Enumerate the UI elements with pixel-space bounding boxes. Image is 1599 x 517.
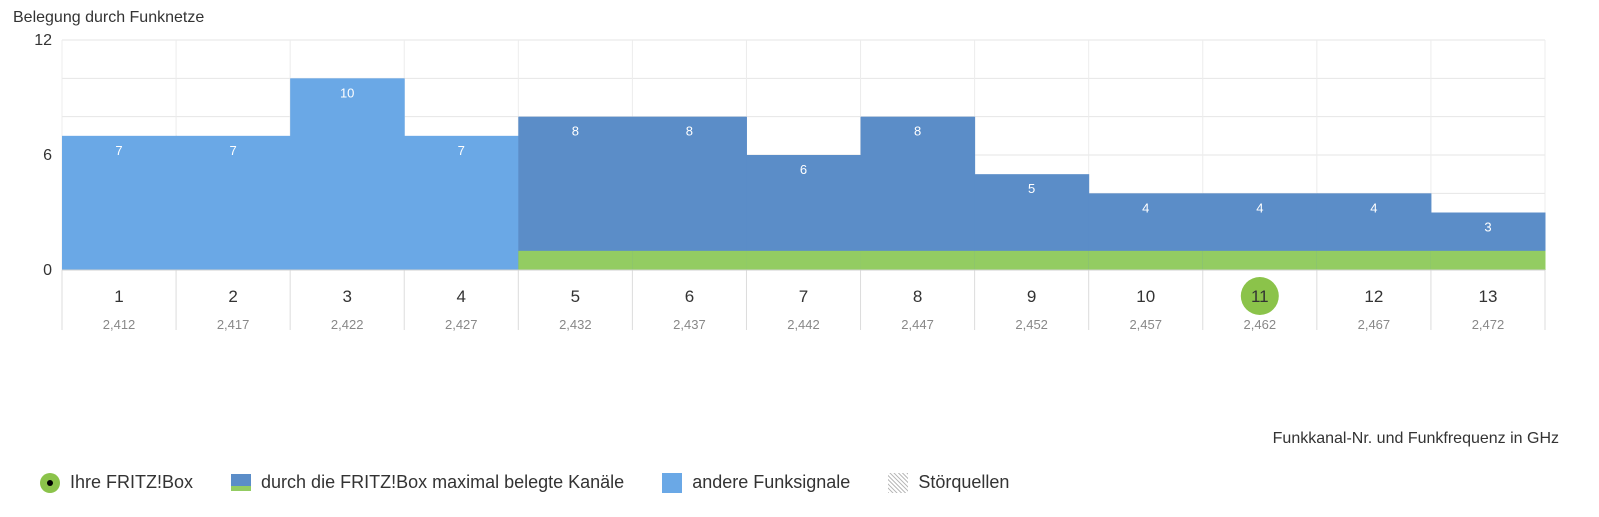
x-tick-label: 9: [1027, 287, 1036, 306]
data-label: 4: [1256, 200, 1263, 215]
data-label: 7: [458, 143, 465, 158]
bar-channel-5: [518, 116, 633, 271]
frequency-label: 2,437: [673, 317, 706, 332]
data-label: 4: [1142, 200, 1149, 215]
legend-label-interference: Störquellen: [918, 472, 1010, 492]
frequency-label: 2,442: [787, 317, 820, 332]
legend-label-other-signals: andere Funksignale: [692, 472, 851, 492]
other-signals-swatch-icon: [662, 472, 683, 493]
frequency-label: 2,417: [217, 317, 250, 332]
x-axis-title: Funkkanal-Nr. und Funkfrequenz in GHz: [1272, 430, 1559, 447]
x-tick-label: 13: [1479, 287, 1498, 306]
data-label: 5: [1028, 181, 1035, 196]
legend-label-fritzbox: Ihre FRITZ!Box: [70, 472, 194, 492]
x-tick-label: 1: [114, 287, 123, 306]
frequency-label: 2,447: [901, 317, 934, 332]
fritzbox-band-channel-12: [1316, 250, 1432, 270]
fritzbox-band-channel-13: [1430, 250, 1546, 270]
data-label: 8: [914, 124, 921, 139]
data-label: 8: [686, 124, 693, 139]
interference-swatch-icon: [888, 472, 909, 493]
fritzbox-band-channel-7: [746, 250, 862, 270]
x-tick-label: 6: [685, 287, 694, 306]
bar-channel-2: [176, 135, 291, 270]
fritzbox-band-channel-11: [1202, 250, 1318, 270]
legend-label-max-channels: durch die FRITZ!Box maximal belegte Kanä…: [261, 472, 625, 492]
bar-channel-8: [860, 116, 976, 271]
bar-channel-6: [632, 116, 747, 271]
frequency-label: 2,427: [445, 317, 478, 332]
legend-item-fritzbox: Ihre FRITZ!Box: [40, 472, 193, 493]
y-tick-label: 0: [43, 262, 52, 279]
frequency-label: 2,472: [1472, 317, 1505, 332]
data-label: 7: [229, 143, 236, 158]
bar-channel-1: [62, 135, 177, 270]
legend-item-interference: Störquellen: [888, 472, 1009, 493]
x-tick-label: 5: [571, 287, 580, 306]
frequency-label: 2,457: [1129, 317, 1162, 332]
bar-channel-3: [290, 78, 405, 270]
x-tick-label: 11: [1251, 287, 1269, 306]
y-tick-label: 6: [43, 147, 52, 164]
y-axis-title: Belegung durch Funknetze: [13, 9, 205, 26]
legend-item-other-signals: andere Funksignale: [662, 472, 850, 493]
x-tick-label: 3: [342, 287, 351, 306]
fritzbox-band-channel-6: [632, 250, 747, 270]
x-tick-label: 8: [913, 287, 922, 306]
fritzbox-band-channel-10: [1088, 250, 1204, 270]
fritzbox-marker-icon: [40, 472, 60, 493]
fritzbox-band-channel-5: [518, 250, 633, 270]
x-tick-label: 4: [457, 287, 466, 306]
channel-occupancy-chart: 7 7 10 7 8 8 6 8 5 4 4 4 3 0 6 12 1 2,412 2 2,417 3 2,422 4 2,4…: [34, 32, 1546, 332]
legend-item-max-channels: durch die FRITZ!Box maximal belegte Kanä…: [231, 472, 624, 493]
x-tick-label: 10: [1136, 287, 1155, 306]
chart-legend: Ihre FRITZ!Box durch die FRITZ!Box maxim…: [40, 472, 1047, 493]
data-label: 7: [115, 143, 122, 158]
data-label: 8: [572, 124, 579, 139]
data-label: 3: [1484, 220, 1491, 235]
max-channels-swatch-icon: [231, 474, 252, 491]
y-tick-label: 12: [34, 32, 52, 49]
fritzbox-channel-marker: [1240, 277, 1279, 315]
frequency-label: 2,412: [103, 317, 136, 332]
frequency-label: 2,432: [559, 317, 592, 332]
data-label: 10: [340, 85, 354, 100]
fritzbox-band-channel-9: [974, 250, 1090, 270]
fritzbox-band-channel-8: [860, 250, 976, 270]
x-tick-label: 7: [799, 287, 808, 306]
frequency-label: 2,452: [1015, 317, 1048, 332]
data-label: 6: [800, 162, 807, 177]
frequency-label: 2,422: [331, 317, 364, 332]
data-label: 4: [1370, 200, 1377, 215]
frequency-label: 2,467: [1358, 317, 1391, 332]
frequency-label: 2,462: [1244, 317, 1277, 332]
x-tick-label: 2: [228, 287, 237, 306]
x-tick-label: 12: [1364, 287, 1383, 306]
bar-channel-4: [404, 135, 519, 270]
